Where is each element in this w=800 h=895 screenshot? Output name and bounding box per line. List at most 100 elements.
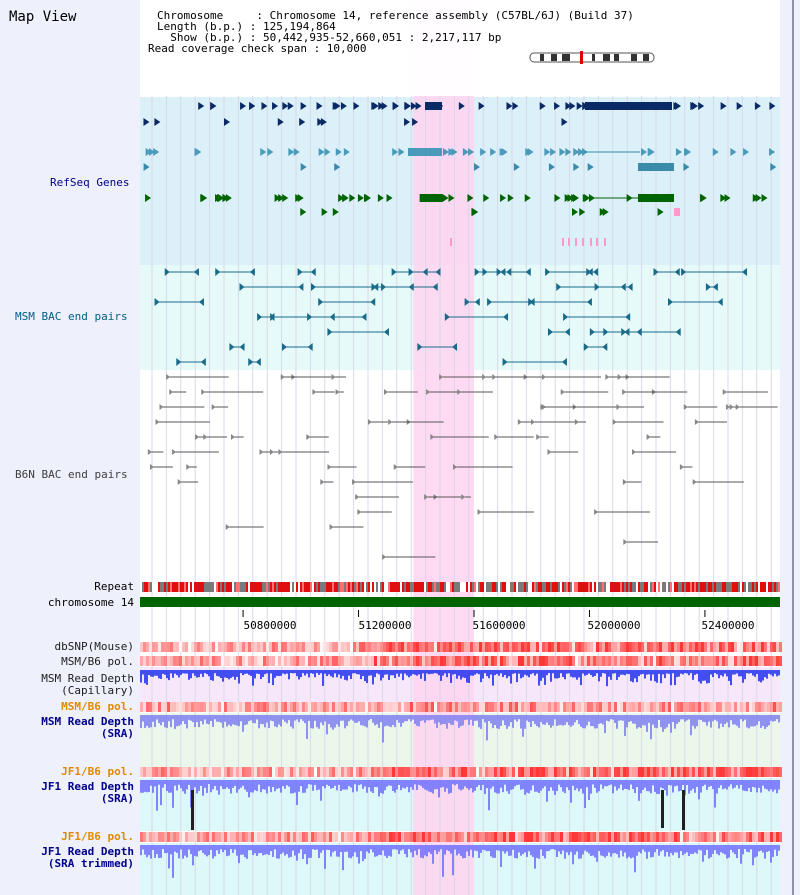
read-depth-bar: [226, 715, 228, 727]
gene-arrow: [569, 102, 576, 110]
polymorphism-segment: [233, 642, 236, 652]
bac-end-arrow: [255, 358, 261, 366]
repeat-segment: [436, 582, 438, 592]
read-depth-bar: [300, 670, 302, 678]
refseq-genes-label[interactable]: RefSeq Genes: [50, 176, 130, 189]
read-depth-bar: [510, 670, 512, 684]
read-depth-bar: [582, 845, 584, 855]
polymorphism-segment: [257, 832, 260, 842]
polymorphism-segment: [467, 642, 470, 652]
polymorphism-segment: [638, 702, 641, 712]
polymorphism-segment: [209, 656, 212, 666]
polymorphism-segment: [434, 832, 437, 842]
polymorphism-segment: [314, 832, 317, 842]
polymorphism-segment: [668, 702, 671, 712]
repeat-segment: [534, 582, 536, 592]
polymorphism-segment: [761, 656, 764, 666]
polymorphism-segment: [770, 767, 773, 777]
gene-arrow: [548, 163, 555, 171]
polymorphism-segment: [515, 702, 518, 712]
polymorphism-segment: [446, 642, 449, 652]
polymorphism-segment: [695, 767, 698, 777]
read-depth-bar: [584, 715, 586, 729]
read-depth-bar: [334, 670, 336, 674]
polymorphism-segment: [485, 832, 488, 842]
bac-end-arrow: [259, 449, 264, 455]
repeat-segment: [262, 582, 264, 592]
gene-arrow: [412, 118, 419, 126]
polymorphism-segment: [677, 656, 680, 666]
repeat-segment: [706, 582, 708, 592]
repeat-segment: [224, 582, 226, 592]
bac-end-arrow: [545, 268, 551, 276]
read-depth-bar: [750, 845, 752, 850]
read-depth-bar: [316, 845, 318, 850]
polymorphism-segment: [533, 702, 536, 712]
read-depth-bar: [772, 670, 774, 677]
polymorphism-segment: [479, 767, 482, 777]
polymorphism-segment: [281, 767, 284, 777]
read-depth-bar: [600, 780, 602, 785]
repeat-segment: [416, 582, 418, 592]
read-depth-bar: [200, 845, 202, 851]
gene-arrow: [317, 118, 324, 126]
polymorphism-segment: [599, 656, 602, 666]
read-depth-bar: [160, 845, 162, 858]
read-depth-bar: [594, 780, 596, 788]
polymorphism-segment: [641, 767, 644, 777]
polymorphism-segment: [344, 832, 347, 842]
axis-tick-label: 52000000: [587, 619, 641, 632]
polymorphism-segment: [359, 702, 362, 712]
gene-arrow: [472, 208, 479, 216]
read-depth-bar: [264, 715, 266, 728]
b6n-bac-end-pairs-label[interactable]: B6N BAC end pairs: [15, 468, 128, 481]
msm-bac-end-pairs-label[interactable]: MSM BAC end pairs: [15, 310, 128, 323]
polymorphism-segment: [479, 702, 482, 712]
repeat-segment: [326, 582, 328, 592]
read-depth-bar: [286, 780, 288, 786]
read-depth-bar: [202, 670, 204, 677]
read-depth-bar: [538, 845, 540, 859]
polymorphism-segment: [422, 642, 425, 652]
read-depth-bar: [452, 670, 454, 675]
read-depth-bar: [572, 845, 574, 865]
polymorphism-segment: [689, 767, 692, 777]
polymorphism-segment: [437, 642, 440, 652]
polymorphism-segment: [779, 642, 782, 652]
polymorphism-segment: [398, 702, 401, 712]
polymorphism-segment: [749, 832, 752, 842]
polymorphism-segment: [470, 702, 473, 712]
polymorphism-segment: [683, 702, 686, 712]
polymorphism-segment: [767, 767, 770, 777]
polymorphism-segment: [632, 767, 635, 777]
polymorphism-segment: [611, 767, 614, 777]
read-depth-bar: [486, 670, 488, 677]
read-depth-bar: [510, 715, 512, 723]
polymorphism-segment: [299, 702, 302, 712]
bac-end-arrow: [726, 404, 731, 410]
polymorphism-segment: [242, 656, 245, 666]
polymorphism-segment: [392, 656, 395, 666]
read-depth-bar: [598, 845, 600, 851]
polymorphism-segment: [419, 642, 422, 652]
polymorphism-segment: [230, 642, 233, 652]
repeat-segment: [682, 582, 684, 592]
repeat-segment: [424, 582, 426, 592]
read-depth-bar: [756, 715, 758, 725]
polymorphism-segment: [149, 832, 152, 842]
polymorphism-segment: [509, 656, 512, 666]
repeat-segment: [756, 582, 758, 592]
polymorphism-segment: [401, 767, 404, 777]
bac-end-arrow: [335, 389, 340, 395]
gene-tick-pink: [450, 238, 452, 246]
read-depth-bar: [338, 670, 340, 675]
read-depth-bar: [722, 715, 724, 727]
polymorphism-segment: [227, 767, 230, 777]
repeat-segment: [384, 582, 386, 592]
polymorphism-segment: [311, 642, 314, 652]
read-depth-bar: [670, 845, 672, 854]
read-depth-bar: [700, 845, 702, 851]
read-depth-bar: [328, 780, 330, 787]
repeat-segment: [410, 582, 412, 592]
